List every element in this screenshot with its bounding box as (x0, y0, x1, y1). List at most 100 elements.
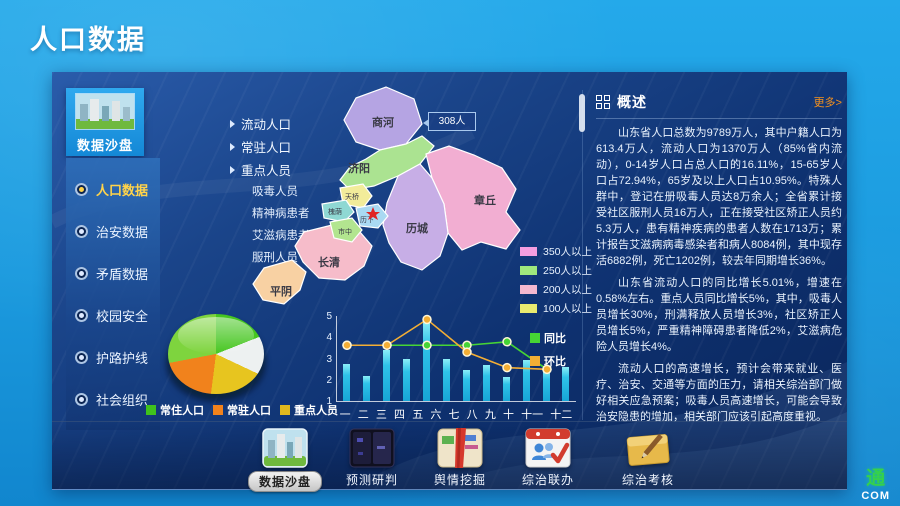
toolbar-item-label: 舆情挖掘 (433, 473, 486, 487)
pie-chart (168, 314, 264, 394)
submenu-item-label: 流动人口 (241, 118, 292, 132)
legend-label: 100人以上 (543, 303, 593, 315)
x-tick-label: 五 (412, 409, 424, 421)
overview-title: 概述 (617, 94, 647, 110)
district-pingyin[interactable] (252, 259, 307, 305)
submenu-item[interactable]: 流动人口 (230, 112, 340, 135)
radio-bullet-icon (75, 350, 88, 364)
pie-legend-item: 常驻人口 (213, 402, 271, 418)
city-center-star-icon (366, 207, 380, 220)
sidebar-item[interactable]: 人口数据 (66, 168, 160, 210)
legend-swatch (520, 266, 537, 275)
toolbar-item-label: 预测研判 (345, 473, 398, 487)
x-tick-label: 六 (430, 409, 442, 421)
toolbar-item-data-sandbox[interactable]: 数据沙盘 (243, 428, 327, 492)
submenu-subitem[interactable]: 艾滋病患者 (252, 230, 310, 242)
legend-label: 常住人口 (160, 405, 204, 417)
map-legend: 350人以上 250人以上 200人以上 100人以上 (520, 244, 592, 320)
district-label: 历城 (406, 221, 428, 235)
bar (562, 367, 570, 401)
district-jiyang[interactable] (339, 135, 435, 191)
data-point (502, 362, 512, 373)
sidebar-item-label: 社会组织 (96, 392, 149, 408)
sidebar-item[interactable]: 护路护线 (66, 336, 160, 378)
bar-line-chart: 5 4 3 2 1 一二三四五六七八九十十一 十二 (320, 311, 586, 422)
page-title: 人口数据 (30, 25, 146, 55)
x-tick-label: 三 (375, 409, 387, 421)
sidebar-item-label: 校园安全 (96, 308, 149, 324)
legend-swatch (520, 285, 537, 294)
scrollbar[interactable] (579, 94, 585, 132)
city-thumbnail (75, 93, 135, 130)
data-point (422, 314, 432, 325)
sidebar-menu: 人口数据治安数据 矛盾数据校园安全护路护线社会组织 (66, 158, 160, 430)
data-point (342, 340, 352, 350)
plot-area (336, 314, 576, 402)
bar (462, 370, 470, 401)
legend-swatch (280, 405, 290, 415)
toolbar-item-joint-office[interactable]: 综治联办 (506, 428, 590, 488)
line-legend-item: 环比 (530, 353, 566, 369)
y-axis-labels: 5 4 3 2 1 (320, 311, 332, 407)
overview-paragraph: 流动人口的高速增长，预计会带来就业、医疗、治安、交通等方面的压力，请相关综治部门… (596, 363, 842, 423)
x-tick-label: 一 (339, 409, 351, 421)
toolbar-item-assessment[interactable]: 综治考核 (606, 428, 690, 488)
submenu-item[interactable]: 常驻人口 (230, 135, 340, 158)
sidebar-item[interactable]: 校园安全 (66, 294, 160, 336)
data-point (422, 340, 432, 350)
sidebar-item[interactable]: 治安数据 (66, 210, 160, 252)
panel-divider (582, 90, 583, 420)
y-tick-label: 4 (326, 332, 332, 344)
map-legend-row: 350人以上 (520, 244, 592, 259)
data-point (382, 340, 392, 350)
legend-label: 250人以上 (543, 265, 593, 277)
map-tooltip-value: 308人 (438, 116, 466, 127)
x-tick-label: 九 (484, 409, 496, 421)
sidebar-header[interactable]: 数据沙盘 (66, 88, 144, 156)
bar (522, 360, 530, 401)
radio-bullet-icon (75, 266, 88, 280)
watermark-logo: 通 (866, 468, 886, 490)
toolbar-item-label: 综治考核 (621, 473, 674, 487)
arrow-right-icon (230, 142, 235, 151)
watermark-text: COM (861, 489, 890, 502)
district-label: 长清 (318, 255, 340, 269)
sidebar-item-label: 护路护线 (96, 350, 149, 366)
arrow-right-icon (230, 119, 235, 128)
sidebar-item-label: 人口数据 (96, 182, 149, 198)
district-huaiyin[interactable] (321, 199, 355, 223)
forecast-book-icon (349, 428, 395, 468)
line-legend-item: 同比 (530, 330, 566, 346)
grid-icon (596, 95, 610, 109)
district-label: 槐荫 (328, 207, 342, 216)
line-legend: 同比 环比 (530, 330, 566, 369)
overview-header: 概述 更多> (596, 92, 842, 119)
submenu-subitem[interactable]: 精神病患者 (252, 208, 310, 220)
legend-label: 常驻人口 (227, 405, 271, 417)
submenu-subitem[interactable]: 吸毒人员 (252, 186, 298, 198)
y-tick-label: 5 (326, 311, 332, 322)
toolbar-item-opinion-mining[interactable]: 舆情挖掘 (418, 428, 502, 488)
overview-paragraph: 山东省流动人口的同比增长5.01%，增速在0.58%左右。重点人员同比增长5%，… (596, 277, 842, 353)
y-tick-label: 3 (326, 353, 332, 365)
bar (363, 375, 371, 401)
sidebar-item[interactable]: 矛盾数据 (66, 252, 160, 294)
legend-swatch (530, 333, 540, 343)
pie-legend-item: 重点人员 (280, 402, 338, 418)
more-link[interactable]: 更多> (813, 97, 842, 109)
bottom-toolbar: 数据沙盘 预测研判 (52, 421, 847, 492)
sidebar-item[interactable]: 社会组织 (66, 378, 160, 420)
district-label: 历下 (360, 216, 374, 224)
district-label: 济阳 (348, 161, 370, 175)
x-tick-label: 十 (502, 409, 514, 421)
arrow-right-icon (230, 165, 235, 174)
overview-panel: 概述 更多> 山东省人口总数为9789万人，其中户籍人口为613.4万人，流动人… (596, 92, 842, 425)
y-tick-label: 1 (326, 396, 332, 407)
district-map: 商河 济阳 章丘 历城 长清 平阴 天桥 槐荫 市中 历下 308人 (244, 82, 574, 322)
data-point (462, 347, 472, 357)
district-shizhong[interactable] (329, 217, 363, 243)
x-tick-label: 十一 (521, 409, 544, 421)
submenu-item[interactable]: 重点人员 (230, 158, 340, 181)
bar (482, 365, 490, 401)
toolbar-item-forecast[interactable]: 预测研判 (330, 428, 414, 488)
